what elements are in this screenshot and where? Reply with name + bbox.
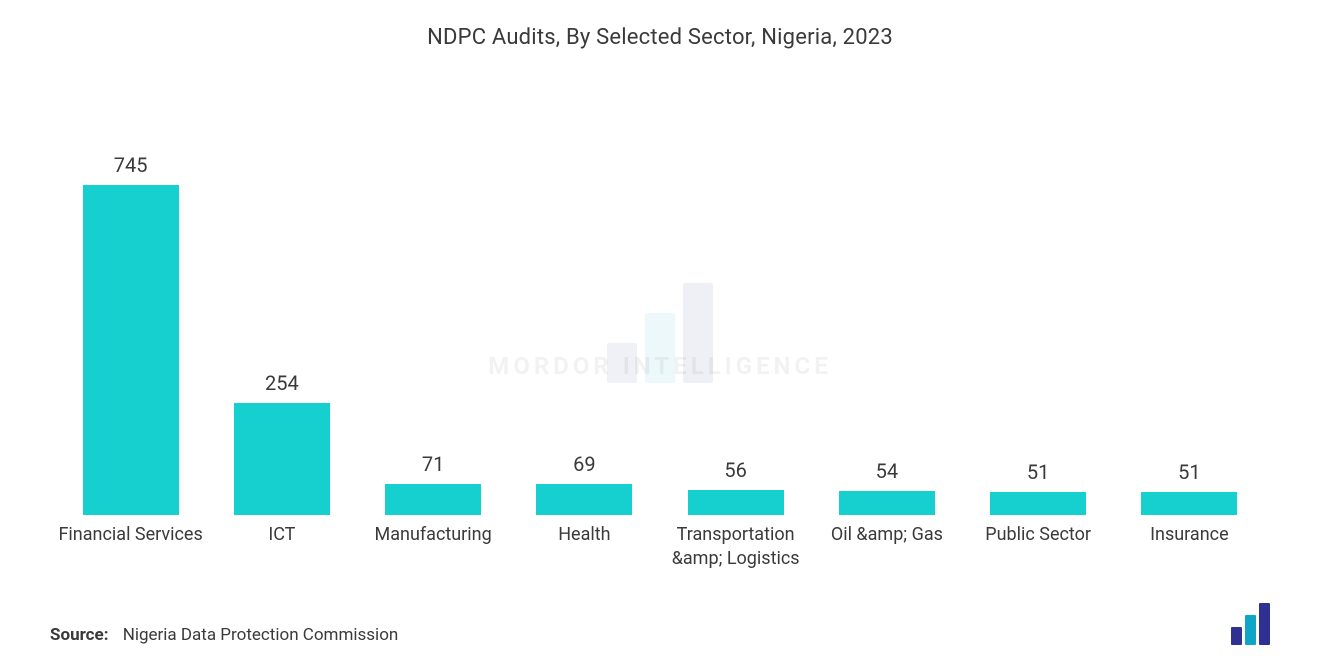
bar	[83, 185, 179, 515]
bar-group: 745	[55, 100, 206, 515]
logo-bar-icon	[1231, 627, 1242, 645]
x-axis-labels: Financial ServicesICTManufacturingHealth…	[45, 515, 1275, 585]
chart-footer: Source: Nigeria Data Protection Commissi…	[45, 603, 1275, 645]
x-axis-category-label: Oil &amp; Gas	[811, 523, 962, 585]
bar	[536, 484, 632, 515]
bar-value-label: 745	[114, 153, 148, 177]
bar-group: 254	[206, 100, 357, 515]
x-axis-category-label: Transportation &amp; Logistics	[660, 523, 811, 585]
chart-title: NDPC Audits, By Selected Sector, Nigeria…	[45, 25, 1275, 50]
bar	[688, 490, 784, 515]
x-axis-category-label: Public Sector	[963, 523, 1114, 585]
source-line: Source: Nigeria Data Protection Commissi…	[50, 625, 398, 645]
plot-area: 745 254 71 69 56 54 51 51	[45, 100, 1275, 515]
x-axis-category-label: Manufacturing	[358, 523, 509, 585]
chart-container: MORDOR INTELLIGENCE NDPC Audits, By Sele…	[0, 0, 1320, 665]
bar-value-label: 71	[422, 452, 444, 476]
logo-bar-icon	[1259, 603, 1270, 645]
x-axis-category-label: Health	[509, 523, 660, 585]
source-label: Source:	[50, 625, 108, 645]
bar-group: 56	[660, 100, 811, 515]
bar-group: 51	[963, 100, 1114, 515]
x-axis-category-label: ICT	[206, 523, 357, 585]
bar-value-label: 54	[876, 459, 898, 483]
bar-group: 51	[1114, 100, 1265, 515]
bar	[990, 492, 1086, 515]
logo-bar-icon	[1245, 615, 1256, 645]
brand-logo-icon	[1231, 603, 1270, 645]
bar-value-label: 56	[724, 458, 746, 482]
bar	[234, 403, 330, 516]
bar-value-label: 51	[1178, 460, 1200, 484]
source-text: Nigeria Data Protection Commission	[123, 625, 399, 645]
bar	[839, 491, 935, 515]
x-axis-category-label: Insurance	[1114, 523, 1265, 585]
bar-group: 71	[358, 100, 509, 515]
bar-value-label: 254	[265, 371, 299, 395]
bar-value-label: 51	[1027, 460, 1049, 484]
bar-group: 54	[811, 100, 962, 515]
bar	[385, 484, 481, 515]
bar-value-label: 69	[573, 452, 595, 476]
bar-group: 69	[509, 100, 660, 515]
bar	[1141, 492, 1237, 515]
x-axis-category-label: Financial Services	[55, 523, 206, 585]
